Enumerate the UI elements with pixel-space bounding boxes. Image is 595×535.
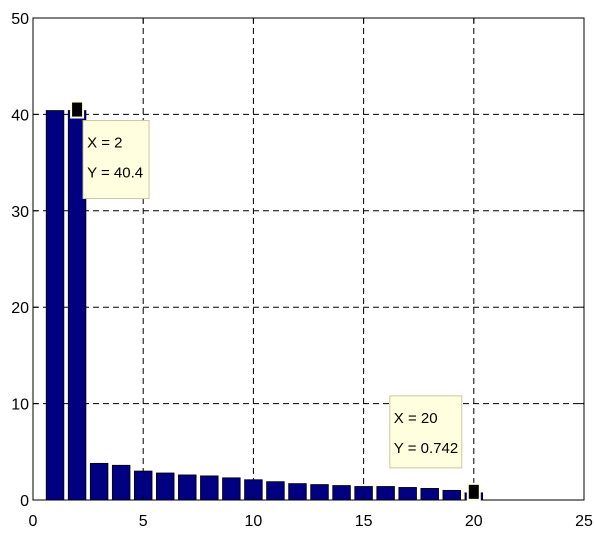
y-tick-label: 20 bbox=[11, 300, 29, 317]
datatip-marker[interactable] bbox=[468, 484, 479, 499]
y-tick-label: 0 bbox=[20, 493, 29, 510]
bar bbox=[420, 488, 439, 501]
bar bbox=[332, 485, 351, 501]
datatip-y-label: Y = 0.742 bbox=[394, 440, 458, 457]
x-tick-labels: 0 5 10 15 20 25 bbox=[29, 513, 593, 530]
y-tick-label: 30 bbox=[11, 204, 29, 221]
bar bbox=[89, 462, 109, 501]
x-tick-label: 20 bbox=[465, 513, 483, 530]
bar bbox=[222, 477, 241, 501]
datatip-x-label: X = 2 bbox=[87, 135, 122, 152]
bar bbox=[111, 464, 131, 501]
x-tick-label: 25 bbox=[575, 513, 593, 530]
bar bbox=[398, 487, 417, 501]
datatips: X = 2 Y = 40.4 X = 20 Y = 0.742 bbox=[70, 100, 481, 501]
x-tick-label: 15 bbox=[355, 513, 373, 530]
bar bbox=[266, 481, 285, 501]
datatip-box bbox=[389, 395, 463, 469]
axes-frame bbox=[32, 17, 585, 501]
y-tick-labels: 0 10 20 30 40 50 bbox=[11, 11, 29, 510]
datatip-marker[interactable] bbox=[72, 102, 83, 117]
bar bbox=[310, 484, 329, 501]
datatip[interactable]: X = 20 Y = 0.742 bbox=[389, 395, 481, 501]
x-tick-label: 0 bbox=[29, 513, 38, 530]
y-tick-label: 50 bbox=[11, 11, 29, 28]
bar bbox=[156, 472, 175, 501]
grid bbox=[33, 18, 584, 500]
y-tick-label: 10 bbox=[11, 397, 29, 414]
ticks bbox=[32, 17, 585, 501]
bar bbox=[376, 486, 395, 501]
x-tick-label: 10 bbox=[245, 513, 263, 530]
bar bbox=[178, 474, 197, 501]
datatip-box bbox=[82, 120, 150, 200]
datatip-x-label: X = 20 bbox=[394, 410, 438, 427]
bar bbox=[442, 489, 461, 501]
datatip-y-label: Y = 40.4 bbox=[87, 165, 143, 182]
bar bbox=[288, 483, 307, 501]
datatip[interactable]: X = 2 Y = 40.4 bbox=[70, 100, 150, 200]
bar bbox=[200, 475, 219, 501]
x-tick-label: 5 bbox=[139, 513, 148, 530]
bar bbox=[45, 110, 65, 501]
y-tick-label: 40 bbox=[11, 107, 29, 124]
